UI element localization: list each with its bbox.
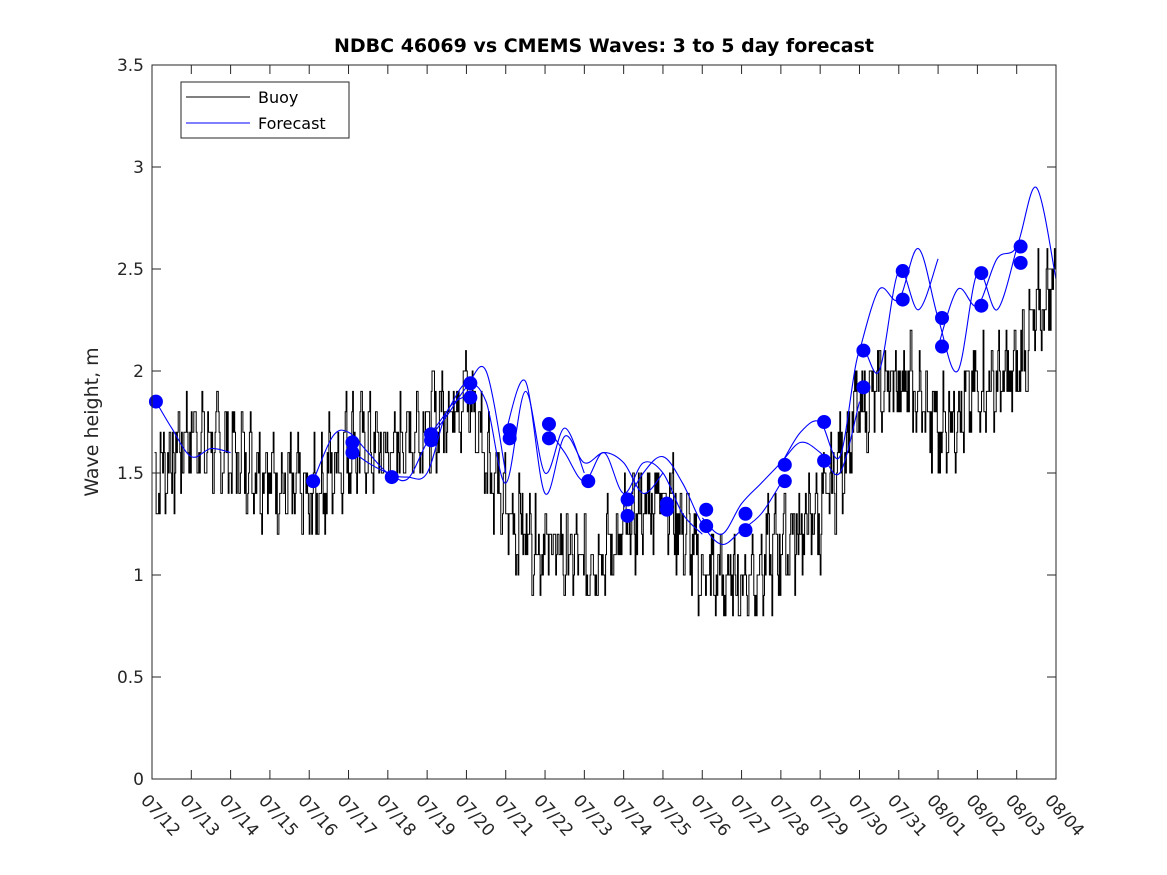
forecast-marker <box>541 431 556 446</box>
forecast-line <box>505 379 664 495</box>
legend: Buoy Forecast <box>180 81 350 139</box>
forecast-marker <box>502 431 517 446</box>
forecast-marker <box>738 523 753 538</box>
forecast-marker <box>935 310 950 325</box>
forecast-marker <box>1013 255 1028 270</box>
plot-area <box>152 65 1056 779</box>
forecast-marker <box>306 474 321 489</box>
forecast-marker <box>620 508 635 523</box>
legend-forecast-label: Forecast <box>258 114 326 133</box>
forecast-line <box>155 401 231 458</box>
forecast-marker <box>777 474 792 489</box>
forecast-marker <box>463 376 478 391</box>
forecast-marker <box>345 445 360 460</box>
forecast-marker <box>620 492 635 507</box>
forecast-marker <box>777 457 792 472</box>
legend-box <box>180 81 350 139</box>
forecast-marker <box>738 506 753 521</box>
forecast-marker <box>148 394 163 409</box>
forecast-marker <box>659 502 674 517</box>
forecast-line <box>937 186 1057 347</box>
y-tick-label: 0.5 <box>117 668 144 688</box>
forecast-marker <box>856 343 871 358</box>
forecast-marker <box>699 502 714 517</box>
forecast-marker <box>463 390 478 405</box>
buoy-line <box>154 248 1057 617</box>
plot-frame <box>151 64 1057 780</box>
forecast-marker <box>424 433 439 448</box>
y-axis-title: Wave height, m <box>81 347 103 496</box>
forecast-marker <box>541 417 556 432</box>
y-tick-label: 2.5 <box>117 260 144 280</box>
forecast-marker <box>895 264 910 279</box>
forecast-marker <box>856 380 871 395</box>
forecast-marker <box>817 453 832 468</box>
forecast-marker <box>581 474 596 489</box>
y-axis: 0 0.5 1 1.5 2 2.5 3 3.5 <box>117 56 1056 790</box>
y-tick-label: 1.5 <box>117 464 144 484</box>
forecast-line <box>426 382 585 484</box>
forecast-marker <box>974 266 989 281</box>
forecast-marker <box>384 470 399 485</box>
forecast-marker <box>699 519 714 534</box>
forecast-markers-group <box>148 239 1028 538</box>
y-tick-label: 0 <box>133 770 144 790</box>
forecast-marker <box>935 339 950 354</box>
legend-buoy-label: Buoy <box>258 88 298 107</box>
y-tick-label: 1 <box>133 566 144 586</box>
y-tick-label: 2 <box>133 362 144 382</box>
buoy-series <box>154 248 1057 617</box>
chart-title: NDBC 46069 vs CMEMS Waves: 3 to 5 day fo… <box>334 35 874 57</box>
forecast-marker <box>1013 239 1028 254</box>
y-tick-label: 3 <box>133 158 144 178</box>
forecast-marker <box>895 292 910 307</box>
forecast-marker <box>974 298 989 313</box>
y-tick-label: 3.5 <box>117 56 144 76</box>
forecast-line <box>544 423 703 535</box>
forecast-marker <box>817 415 832 429</box>
